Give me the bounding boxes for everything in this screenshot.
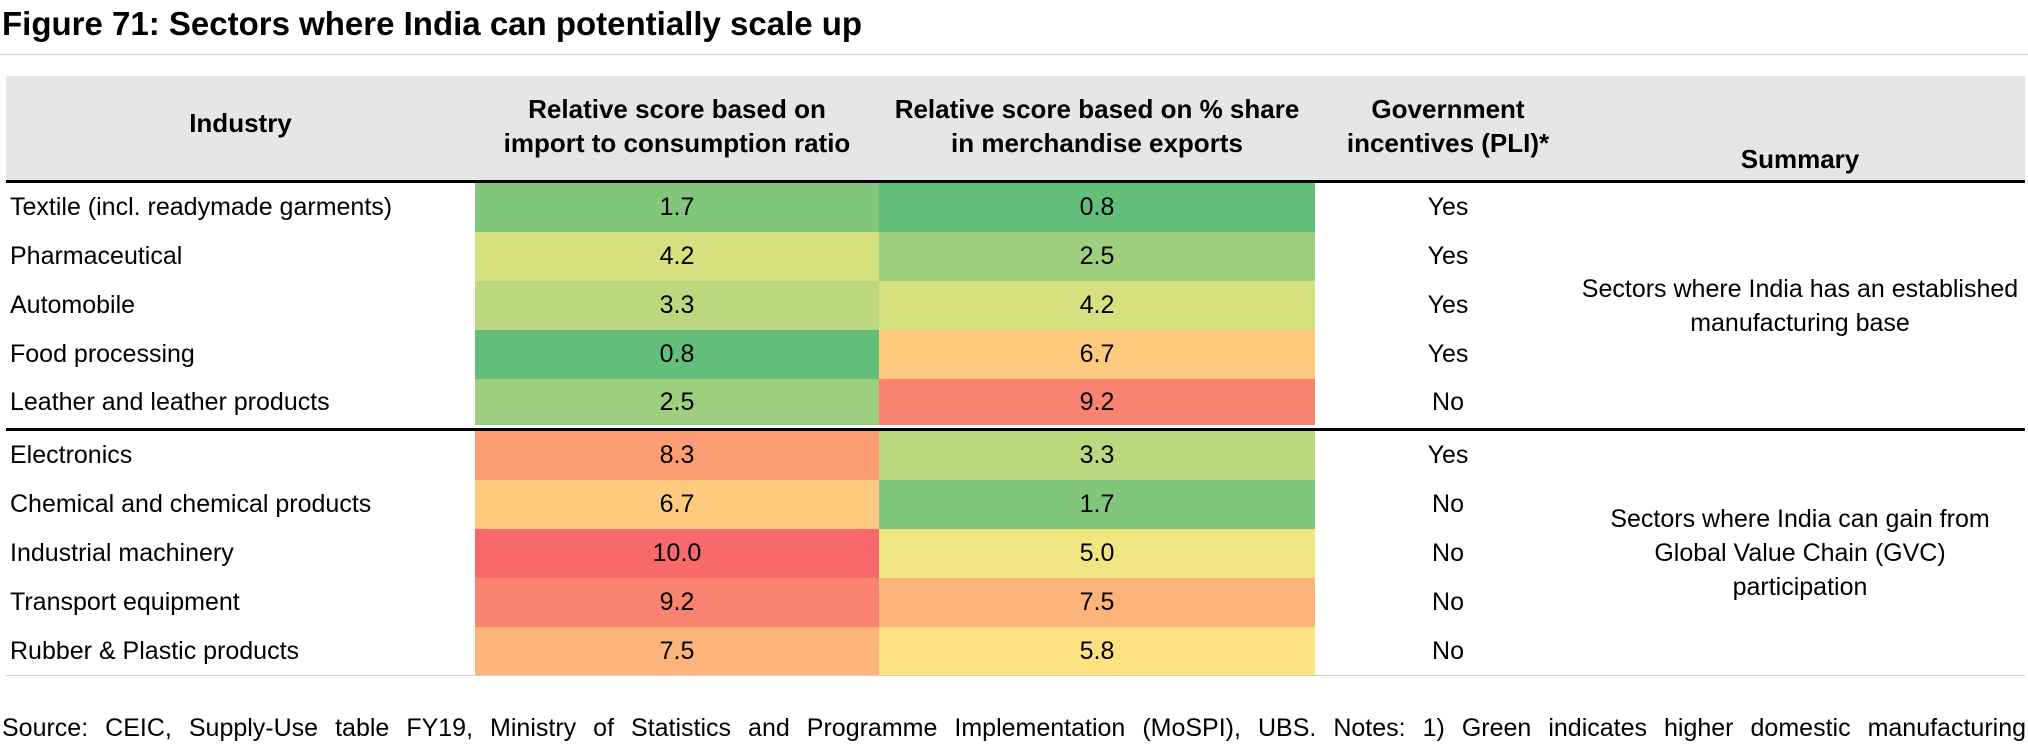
export-score-cell: 4.2: [879, 281, 1315, 330]
summary-gvc-line2: Global Value Chain (GVC): [1654, 539, 1946, 567]
export-score-cell: 5.8: [879, 627, 1315, 676]
industry-cell: Rubber & Plastic products: [10, 637, 300, 665]
table-row: Textile (incl. readymade garments) 1.7 0.8…: [6, 183, 2025, 232]
header-divider: [6, 180, 2025, 183]
table-row: Transport equipment 9.2 7.5 No: [6, 578, 2025, 627]
pli-cell: Yes: [1427, 193, 1469, 221]
pli-cell: No: [1432, 539, 1464, 567]
export-score-cell: 7.5: [879, 578, 1315, 627]
group-divider: [6, 428, 2025, 431]
table-bottom-divider: [6, 675, 2025, 676]
import-score-cell: 1.7: [475, 183, 879, 232]
table-row: Leather and leather products 2.5 9.2 No: [6, 379, 2025, 425]
header-import-score-line1: Relative score based on: [528, 94, 826, 124]
pli-cell: No: [1432, 490, 1464, 518]
industry-cell: Food processing: [10, 340, 195, 368]
table-row: Pharmaceutical 4.2 2.5 Yes: [6, 232, 2025, 281]
header-pli-line2: incentives (PLI)*: [1346, 128, 1550, 158]
source-note: Source: CEIC, Supply-Use table FY19, Min…: [2, 714, 2026, 742]
pli-cell: Yes: [1427, 340, 1469, 368]
export-score-cell: 0.8: [879, 183, 1315, 232]
table-row: Rubber & Plastic products 7.5 5.8 No: [6, 627, 2025, 676]
pli-cell: Yes: [1427, 441, 1469, 469]
header-summary: Summary: [1575, 76, 2025, 176]
summary-established-line2: manufacturing base: [1690, 308, 1910, 337]
industry-cell: Leather and leather products: [10, 387, 330, 416]
header-export-score: Relative score based on % share in merch…: [879, 76, 1315, 176]
import-score-cell: 4.2: [475, 232, 879, 281]
header-pli-line1: Government: [1371, 94, 1525, 124]
header-export-score-line2: in merchandise exports: [951, 128, 1243, 158]
pli-cell: Yes: [1427, 291, 1469, 319]
table-row: Chemical and chemical products 6.7 1.7 No: [6, 480, 2025, 529]
header-import-score: Relative score based on import to consum…: [475, 76, 879, 176]
figure-title: Figure 71: Sectors where India can poten…: [2, 5, 863, 42]
summary-gvc-line3: participation: [1732, 573, 1868, 601]
export-score-cell: 9.2: [879, 379, 1315, 425]
table-row: Electronics 8.3 3.3 Yes: [6, 431, 2025, 480]
export-score-cell: 6.7: [879, 330, 1315, 379]
header-industry: Industry: [6, 76, 475, 140]
summary-gvc: Sectors where India can gain from Global…: [1575, 431, 2025, 675]
sectors-table: Industry Relative score based on import …: [6, 76, 2025, 676]
pli-cell: No: [1432, 387, 1464, 416]
summary-established-line1: Sectors where India has an established: [1581, 274, 2019, 303]
summary-gvc-line1: Sectors where India can gain from: [1610, 505, 1990, 533]
import-score-cell: 9.2: [475, 578, 879, 627]
header-industry-label: Industry: [189, 108, 292, 138]
pli-cell: No: [1432, 588, 1464, 616]
header-pli: Government incentives (PLI)*: [1315, 76, 1581, 176]
summary-established: Sectors where India has an established m…: [1575, 183, 2025, 428]
industry-cell: Electronics: [10, 441, 133, 469]
header-summary-label: Summary: [1740, 144, 1860, 174]
import-score-cell: 8.3: [475, 431, 879, 480]
industry-cell: Pharmaceutical: [10, 242, 183, 270]
pli-cell: Yes: [1427, 242, 1469, 270]
header-export-score-line1: Relative score based on % share: [894, 94, 1300, 124]
title-divider: [0, 54, 2028, 55]
industry-cell: Transport equipment: [10, 588, 240, 616]
import-score-cell: 6.7: [475, 480, 879, 529]
import-score-cell: 10.0: [475, 529, 879, 578]
import-score-cell: 7.5: [475, 627, 879, 676]
export-score-cell: 5.0: [879, 529, 1315, 578]
table-header: Industry Relative score based on import …: [6, 76, 2025, 182]
header-import-score-line2: import to consumption ratio: [503, 128, 851, 158]
export-score-cell: 3.3: [879, 431, 1315, 480]
industry-cell: Textile (incl. readymade garments): [10, 193, 393, 221]
table-row: Food processing 0.8 6.7 Yes: [6, 330, 2025, 379]
export-score-cell: 1.7: [879, 480, 1315, 529]
export-score-cell: 2.5: [879, 232, 1315, 281]
import-score-cell: 2.5: [475, 379, 879, 425]
import-score-cell: 0.8: [475, 330, 879, 379]
pli-cell: No: [1432, 637, 1464, 665]
industry-cell: Industrial machinery: [10, 539, 234, 567]
import-score-cell: 3.3: [475, 281, 879, 330]
industry-cell: Automobile: [10, 291, 136, 319]
table-row: Automobile 3.3 4.2 Yes: [6, 281, 2025, 330]
industry-cell: Chemical and chemical products: [10, 490, 372, 518]
table-row: Industrial machinery 10.0 5.0 No: [6, 529, 2025, 578]
